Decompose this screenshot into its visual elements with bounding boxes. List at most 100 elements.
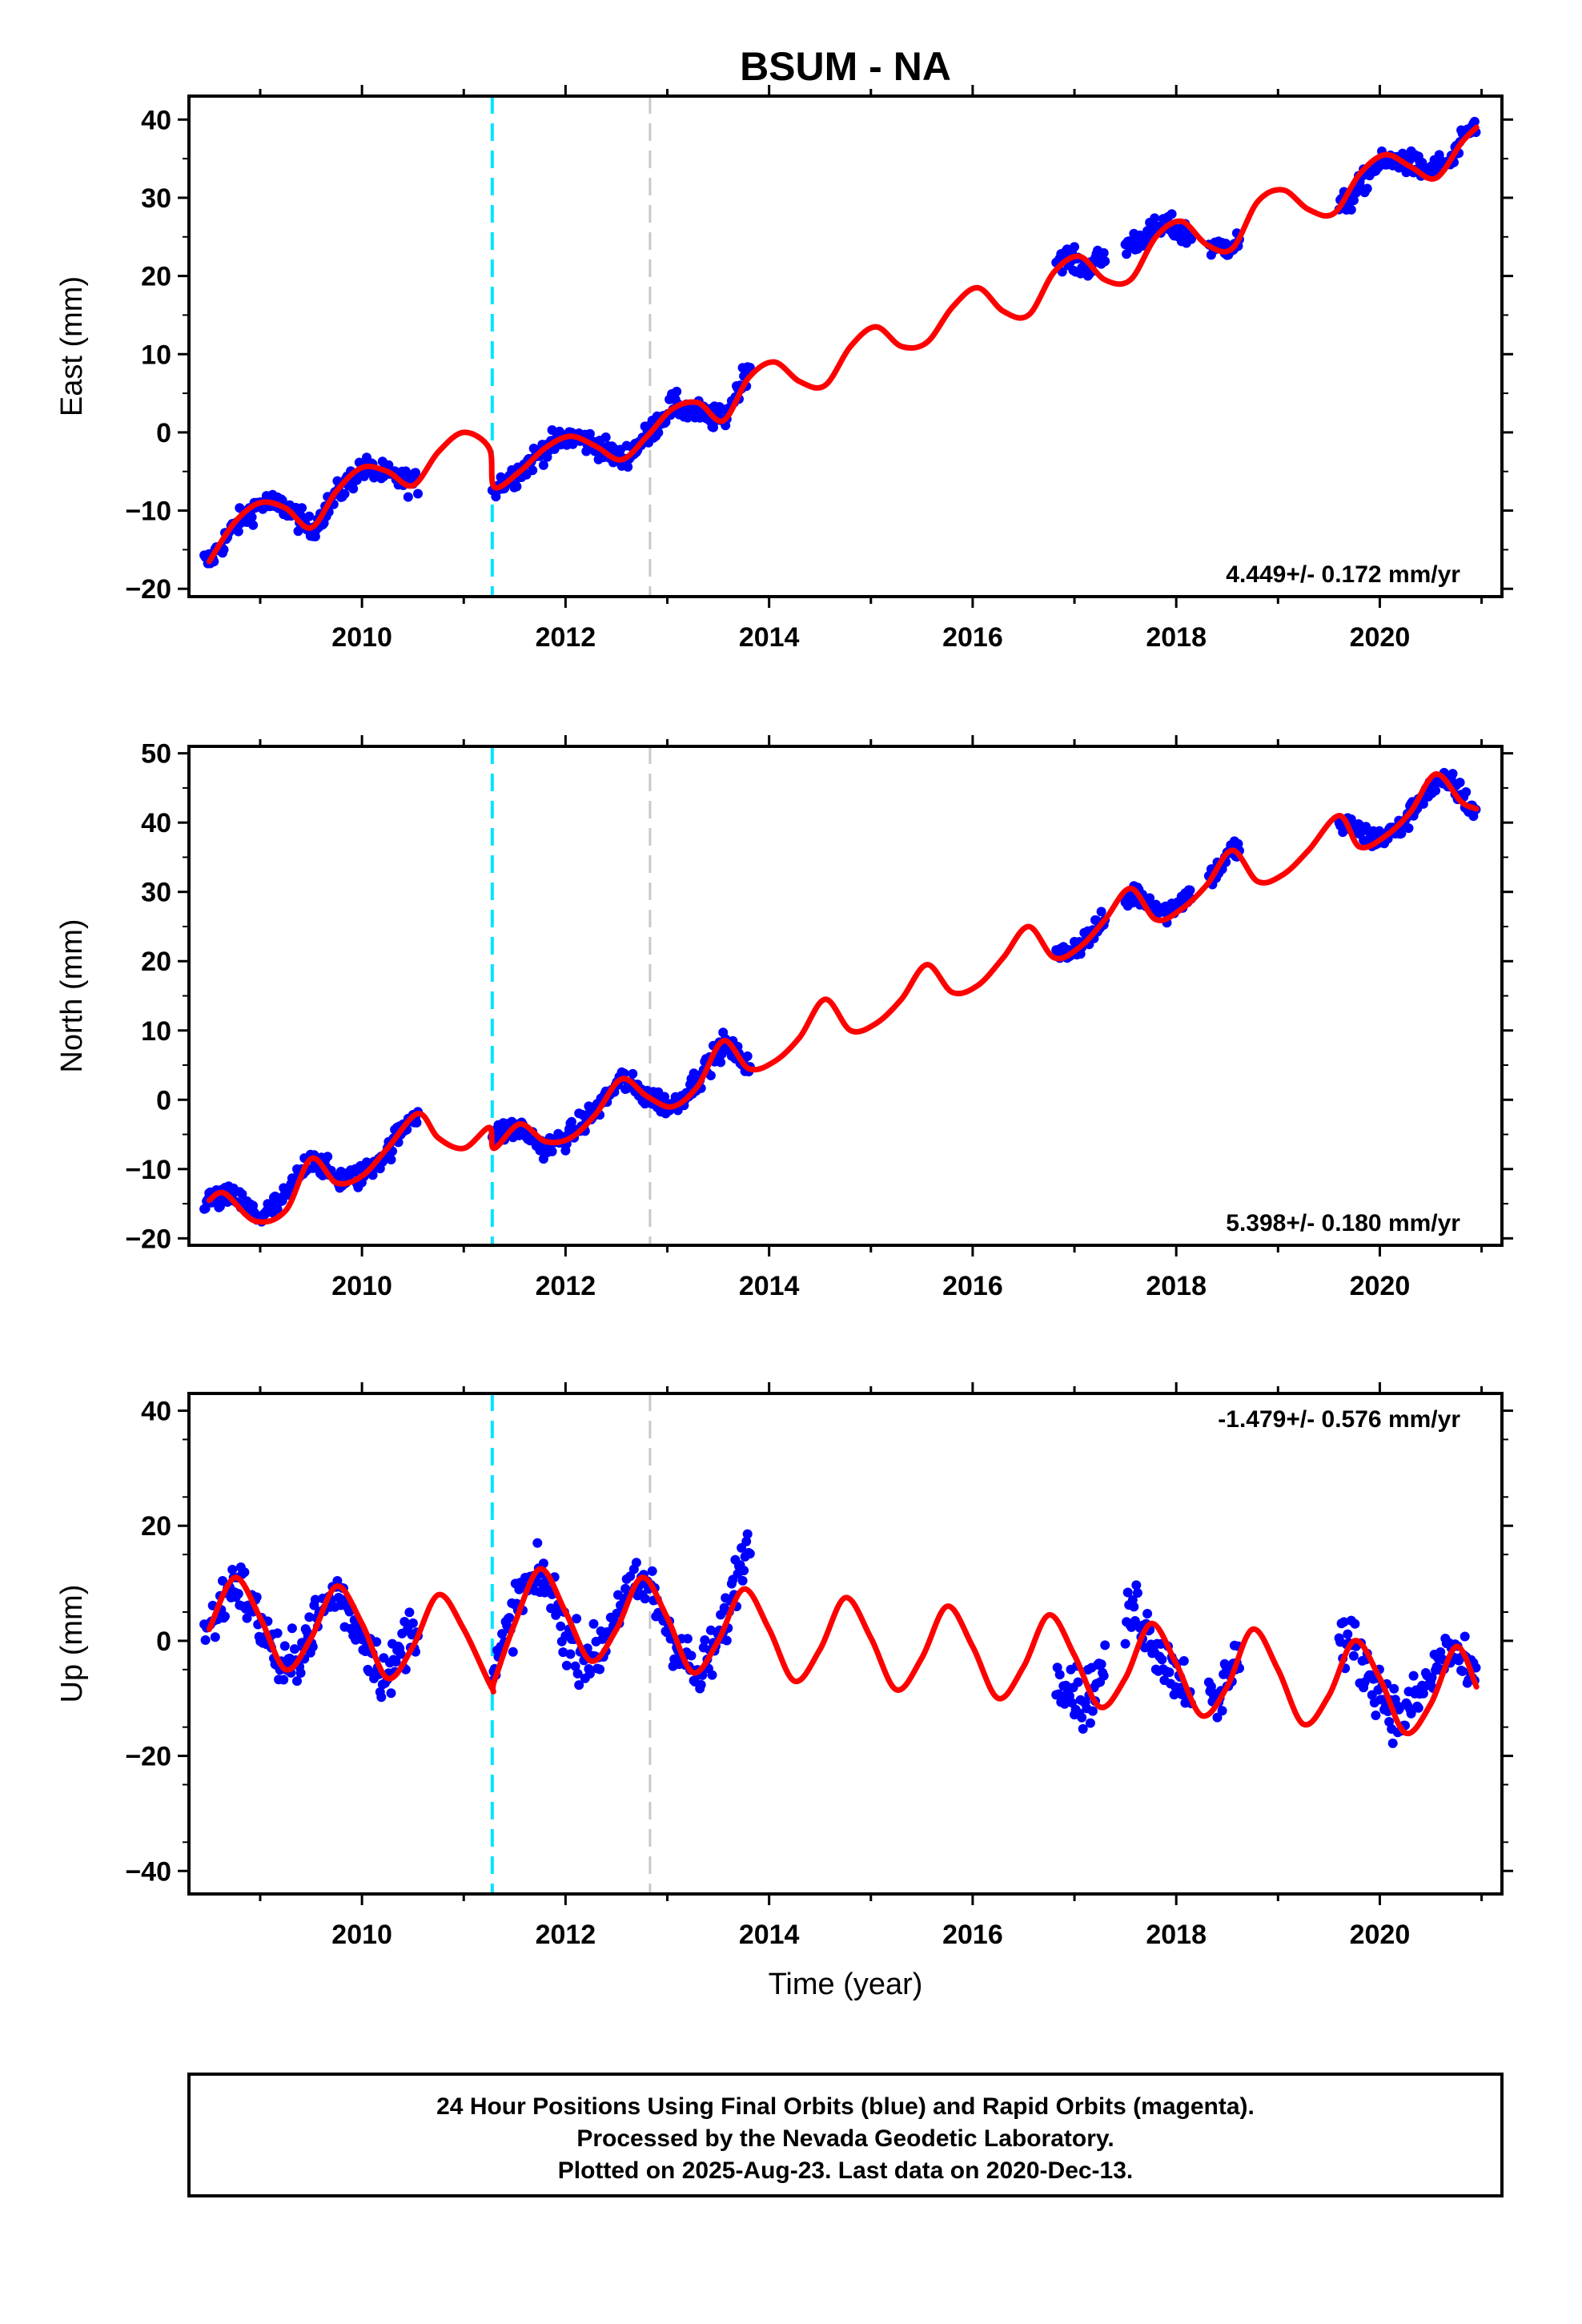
plot-frame bbox=[187, 1392, 1504, 1896]
observation-point bbox=[705, 1071, 716, 1080]
footer-line-3: Plotted on 2025-Aug-23. Last data on 202… bbox=[558, 2157, 1134, 2184]
observation-point bbox=[1054, 1670, 1065, 1680]
observation-point bbox=[1059, 1699, 1070, 1709]
y-tick-label: 30 bbox=[141, 878, 171, 908]
y-tick-label: −20 bbox=[125, 1224, 171, 1254]
observation-point bbox=[619, 1068, 629, 1079]
x-tick-label: 2018 bbox=[1146, 1271, 1207, 1301]
observation-point bbox=[528, 465, 538, 476]
observation-point bbox=[1469, 116, 1480, 127]
y-tick-label: 20 bbox=[141, 1511, 171, 1542]
observation-point bbox=[625, 1571, 636, 1582]
x-tick-label: 2010 bbox=[331, 1271, 392, 1301]
y-tick-label: 0 bbox=[156, 418, 171, 448]
observation-point bbox=[1122, 1587, 1133, 1598]
velocity-annotation: 4.449+/- 0.172 mm/yr bbox=[1226, 561, 1460, 588]
observation-point bbox=[292, 1676, 302, 1687]
observation-point bbox=[287, 1623, 297, 1634]
observation-point bbox=[304, 1612, 315, 1622]
observation-point bbox=[558, 1647, 568, 1658]
observation-point bbox=[1447, 769, 1458, 779]
observation-point bbox=[1348, 195, 1359, 206]
y-tick-label: −10 bbox=[125, 1155, 171, 1185]
observation-point bbox=[561, 1660, 572, 1671]
observation-point bbox=[682, 1634, 693, 1644]
observation-point bbox=[512, 481, 522, 492]
x-tick-label: 2010 bbox=[331, 622, 392, 653]
observation-point bbox=[1142, 1609, 1153, 1618]
observation-point bbox=[297, 503, 307, 513]
x-axis-label: Time (year) bbox=[769, 1968, 923, 2001]
observation-point bbox=[570, 1661, 580, 1671]
observation-point bbox=[689, 1068, 699, 1079]
x-tick-label: 2018 bbox=[1146, 1920, 1207, 1950]
observation-point bbox=[588, 1618, 599, 1629]
observation-point bbox=[1129, 1602, 1139, 1612]
observation-point bbox=[631, 1558, 641, 1568]
observation-point bbox=[290, 1644, 299, 1655]
observation-point bbox=[1384, 1717, 1395, 1727]
observation-point bbox=[1387, 1738, 1398, 1748]
observation-point bbox=[304, 511, 315, 521]
observation-point bbox=[741, 1536, 752, 1546]
observation-point bbox=[408, 1618, 418, 1628]
y-axis-label: East (mm) bbox=[55, 276, 89, 416]
observation-point bbox=[1070, 242, 1079, 252]
observation-point bbox=[1098, 1671, 1109, 1681]
observation-point bbox=[686, 1651, 697, 1661]
observation-point bbox=[371, 1637, 382, 1647]
observation-point bbox=[742, 1529, 753, 1539]
observation-point bbox=[672, 386, 682, 396]
observation-point bbox=[272, 1628, 283, 1638]
observation-point bbox=[1157, 1655, 1167, 1665]
observation-point bbox=[310, 1594, 320, 1605]
observation-point bbox=[1206, 1682, 1216, 1691]
plot-area bbox=[189, 1393, 1502, 1894]
observation-point bbox=[1371, 1711, 1381, 1720]
observation-point bbox=[1096, 1659, 1106, 1670]
observation-point bbox=[332, 1576, 343, 1586]
observation-point bbox=[1085, 1718, 1095, 1728]
observation-point bbox=[247, 512, 257, 522]
observation-point bbox=[1435, 1647, 1446, 1657]
observation-point bbox=[412, 1117, 422, 1128]
observation-point bbox=[403, 492, 413, 502]
observation-point bbox=[339, 489, 350, 499]
x-tick-label: 2020 bbox=[1350, 1920, 1411, 1950]
observation-point bbox=[1098, 247, 1109, 258]
observation-point bbox=[1350, 1618, 1360, 1629]
observation-point bbox=[1348, 1651, 1359, 1661]
model-curve bbox=[206, 1566, 1480, 1737]
y-axis-label: Up (mm) bbox=[55, 1585, 89, 1703]
observation-point bbox=[1343, 1629, 1353, 1639]
observation-point bbox=[745, 1549, 755, 1559]
x-tick-label: 2014 bbox=[739, 1271, 800, 1301]
observation-point bbox=[721, 1635, 732, 1646]
observation-point bbox=[696, 1679, 706, 1690]
observation-point bbox=[233, 526, 243, 537]
observation-point bbox=[1131, 1580, 1142, 1590]
x-tick-label: 2012 bbox=[536, 1271, 596, 1301]
observation-point bbox=[547, 1146, 557, 1156]
y-tick-label: −10 bbox=[125, 497, 171, 527]
observation-point bbox=[538, 1558, 548, 1569]
observation-point bbox=[504, 1613, 515, 1623]
y-tick-label: 10 bbox=[141, 340, 171, 370]
model-curve bbox=[206, 124, 1480, 565]
observation-point bbox=[595, 1664, 605, 1675]
observation-point bbox=[1164, 1667, 1174, 1678]
observation-point bbox=[1362, 183, 1372, 194]
y-tick-label: 40 bbox=[141, 105, 171, 135]
footer-line-2: Processed by the Nevada Geodetic Laborat… bbox=[576, 2125, 1114, 2152]
observation-point bbox=[556, 1621, 566, 1631]
y-tick-label: 20 bbox=[141, 262, 171, 292]
y-tick-label: −20 bbox=[125, 574, 171, 605]
x-tick-label: 2016 bbox=[942, 622, 1003, 653]
observation-point bbox=[1120, 1638, 1130, 1649]
observation-point bbox=[210, 1632, 220, 1642]
observation-point bbox=[242, 1613, 252, 1623]
observation-point bbox=[215, 1201, 225, 1212]
observation-point bbox=[1403, 823, 1414, 834]
observation-point bbox=[628, 1068, 638, 1079]
y-tick-label: −40 bbox=[125, 1856, 171, 1887]
